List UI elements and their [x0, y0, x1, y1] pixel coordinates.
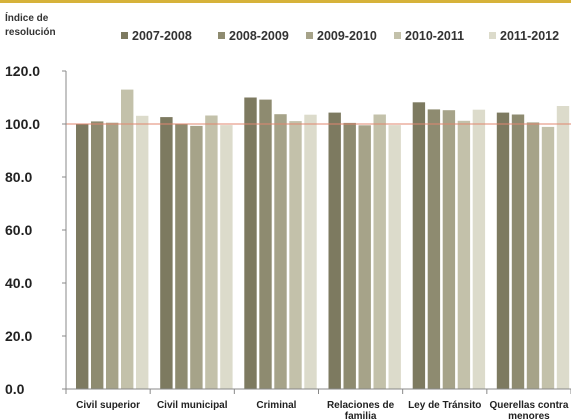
x-tick-label-line: Criminal [256, 400, 296, 411]
legend-swatch-2007-2008 [121, 32, 128, 39]
x-tick-label-civil-superior: Civil superior [76, 400, 140, 411]
x-tick-label-line: familia [345, 411, 377, 420]
x-tick-label-criminal: Criminal [256, 400, 296, 411]
legend-label-2007-2008: 2007-2008 [132, 29, 192, 43]
x-tick-label-querellas-contra-menores: Querellas contra menores [489, 400, 568, 420]
x-tick-label-line: Querellas contra [489, 400, 568, 411]
bar-civil-superior-2007-2008 [76, 123, 89, 389]
bar-relaciones-de-familia-2008-2009 [343, 122, 356, 390]
bar-civil-superior-2009-2010 [106, 122, 119, 389]
bar-ley-de-tránsito-2011-2012 [472, 109, 486, 389]
legend-swatch-2009-2010 [306, 32, 313, 39]
bar-criminal-2007-2008 [244, 97, 257, 389]
legend: 2007-2008 2008-2009 2009-2010 2010-2011 2011… [121, 29, 559, 43]
y-tick-label-80.0: 80.0 [5, 169, 32, 185]
y-axis-title-line-1: Índice de [5, 11, 49, 24]
bar-relaciones-de-familia-2009-2010 [358, 125, 371, 390]
bar-civil-municipal-2008-2009 [175, 123, 188, 389]
bar-civil-superior-2010-2011 [121, 89, 134, 389]
bar-criminal-2010-2011 [289, 121, 302, 389]
y-axis-title: Índice de resolución [5, 11, 56, 38]
bar-civil-municipal-2010-2011 [205, 115, 218, 389]
bar-relaciones-de-familia-2010-2011 [373, 114, 386, 389]
y-tick-label-40.0: 40.0 [5, 275, 32, 291]
bar-ley-de-tránsito-2010-2011 [457, 120, 471, 390]
bar-criminal-2009-2010 [274, 114, 287, 389]
bar-querellas-contra-menores-2007-2008 [496, 112, 510, 389]
y-tick-label-20.0: 20.0 [5, 328, 32, 344]
bar-relaciones-de-familia-2011-2012 [388, 125, 401, 389]
bar-criminal-2008-2009 [259, 99, 272, 389]
bar-civil-municipal-2007-2008 [160, 117, 173, 389]
x-tick-label-line: Relaciones de [327, 400, 395, 411]
bar-civil-superior-2011-2012 [136, 115, 149, 390]
x-tick-label-line: Civil superior [76, 400, 140, 411]
y-tick-label-60.0: 60.0 [5, 222, 32, 238]
bar-relaciones-de-familia-2007-2008 [328, 112, 341, 389]
bars [76, 89, 570, 390]
bar-querellas-contra-menores-2009-2010 [526, 122, 540, 390]
bar-ley-de-tránsito-2008-2009 [427, 109, 441, 390]
legend-swatch-2010-2011 [394, 32, 401, 39]
legend-label-2008-2009: 2008-2009 [229, 29, 289, 43]
bar-civil-municipal-2011-2012 [220, 125, 233, 389]
x-tick-label-line: menores [508, 411, 550, 420]
bar-criminal-2011-2012 [304, 114, 317, 389]
x-tick-label-line: Ley de Tránsito [408, 400, 481, 411]
bar-querellas-contra-menores-2011-2012 [556, 106, 570, 389]
x-tick-label-line: Civil municipal [157, 400, 228, 411]
y-axis-title-line-2: resolución [5, 27, 56, 38]
x-tick-label-relaciones-de-familia: Relaciones de familia [327, 400, 395, 420]
bar-querellas-contra-menores-2008-2009 [511, 114, 525, 389]
y-tick-label-100.0: 100.0 [5, 116, 40, 132]
bar-querellas-contra-menores-2010-2011 [541, 126, 555, 390]
bar-civil-municipal-2009-2010 [190, 125, 203, 390]
y-tick-label-0.0: 0.0 [5, 381, 25, 397]
legend-label-2010-2011: 2010-2011 [405, 29, 464, 43]
legend-label-2009-2010: 2009-2010 [317, 29, 377, 43]
x-tick-label-ley-de-tránsito: Ley de Tránsito [408, 400, 481, 411]
legend-label-2011-2012: 2011-2012 [500, 29, 559, 43]
legend-swatch-2011-2012 [489, 32, 496, 39]
x-tick-label-civil-municipal: Civil municipal [157, 400, 228, 411]
bar-ley-de-tránsito-2007-2008 [412, 102, 426, 390]
top-accent-band [0, 0, 571, 3]
x-axis-ticks: Civil superior Civil municipal Criminal Rel… [65, 389, 571, 420]
legend-swatch-2008-2009 [218, 32, 225, 39]
y-axis-ticks: 0.0 20.0 40.0 60.0 80.0 100.0 120.0 [5, 63, 66, 397]
bar-civil-superior-2008-2009 [91, 121, 104, 390]
bar-ley-de-tránsito-2009-2010 [442, 110, 456, 389]
y-tick-label-120.0: 120.0 [5, 63, 40, 79]
